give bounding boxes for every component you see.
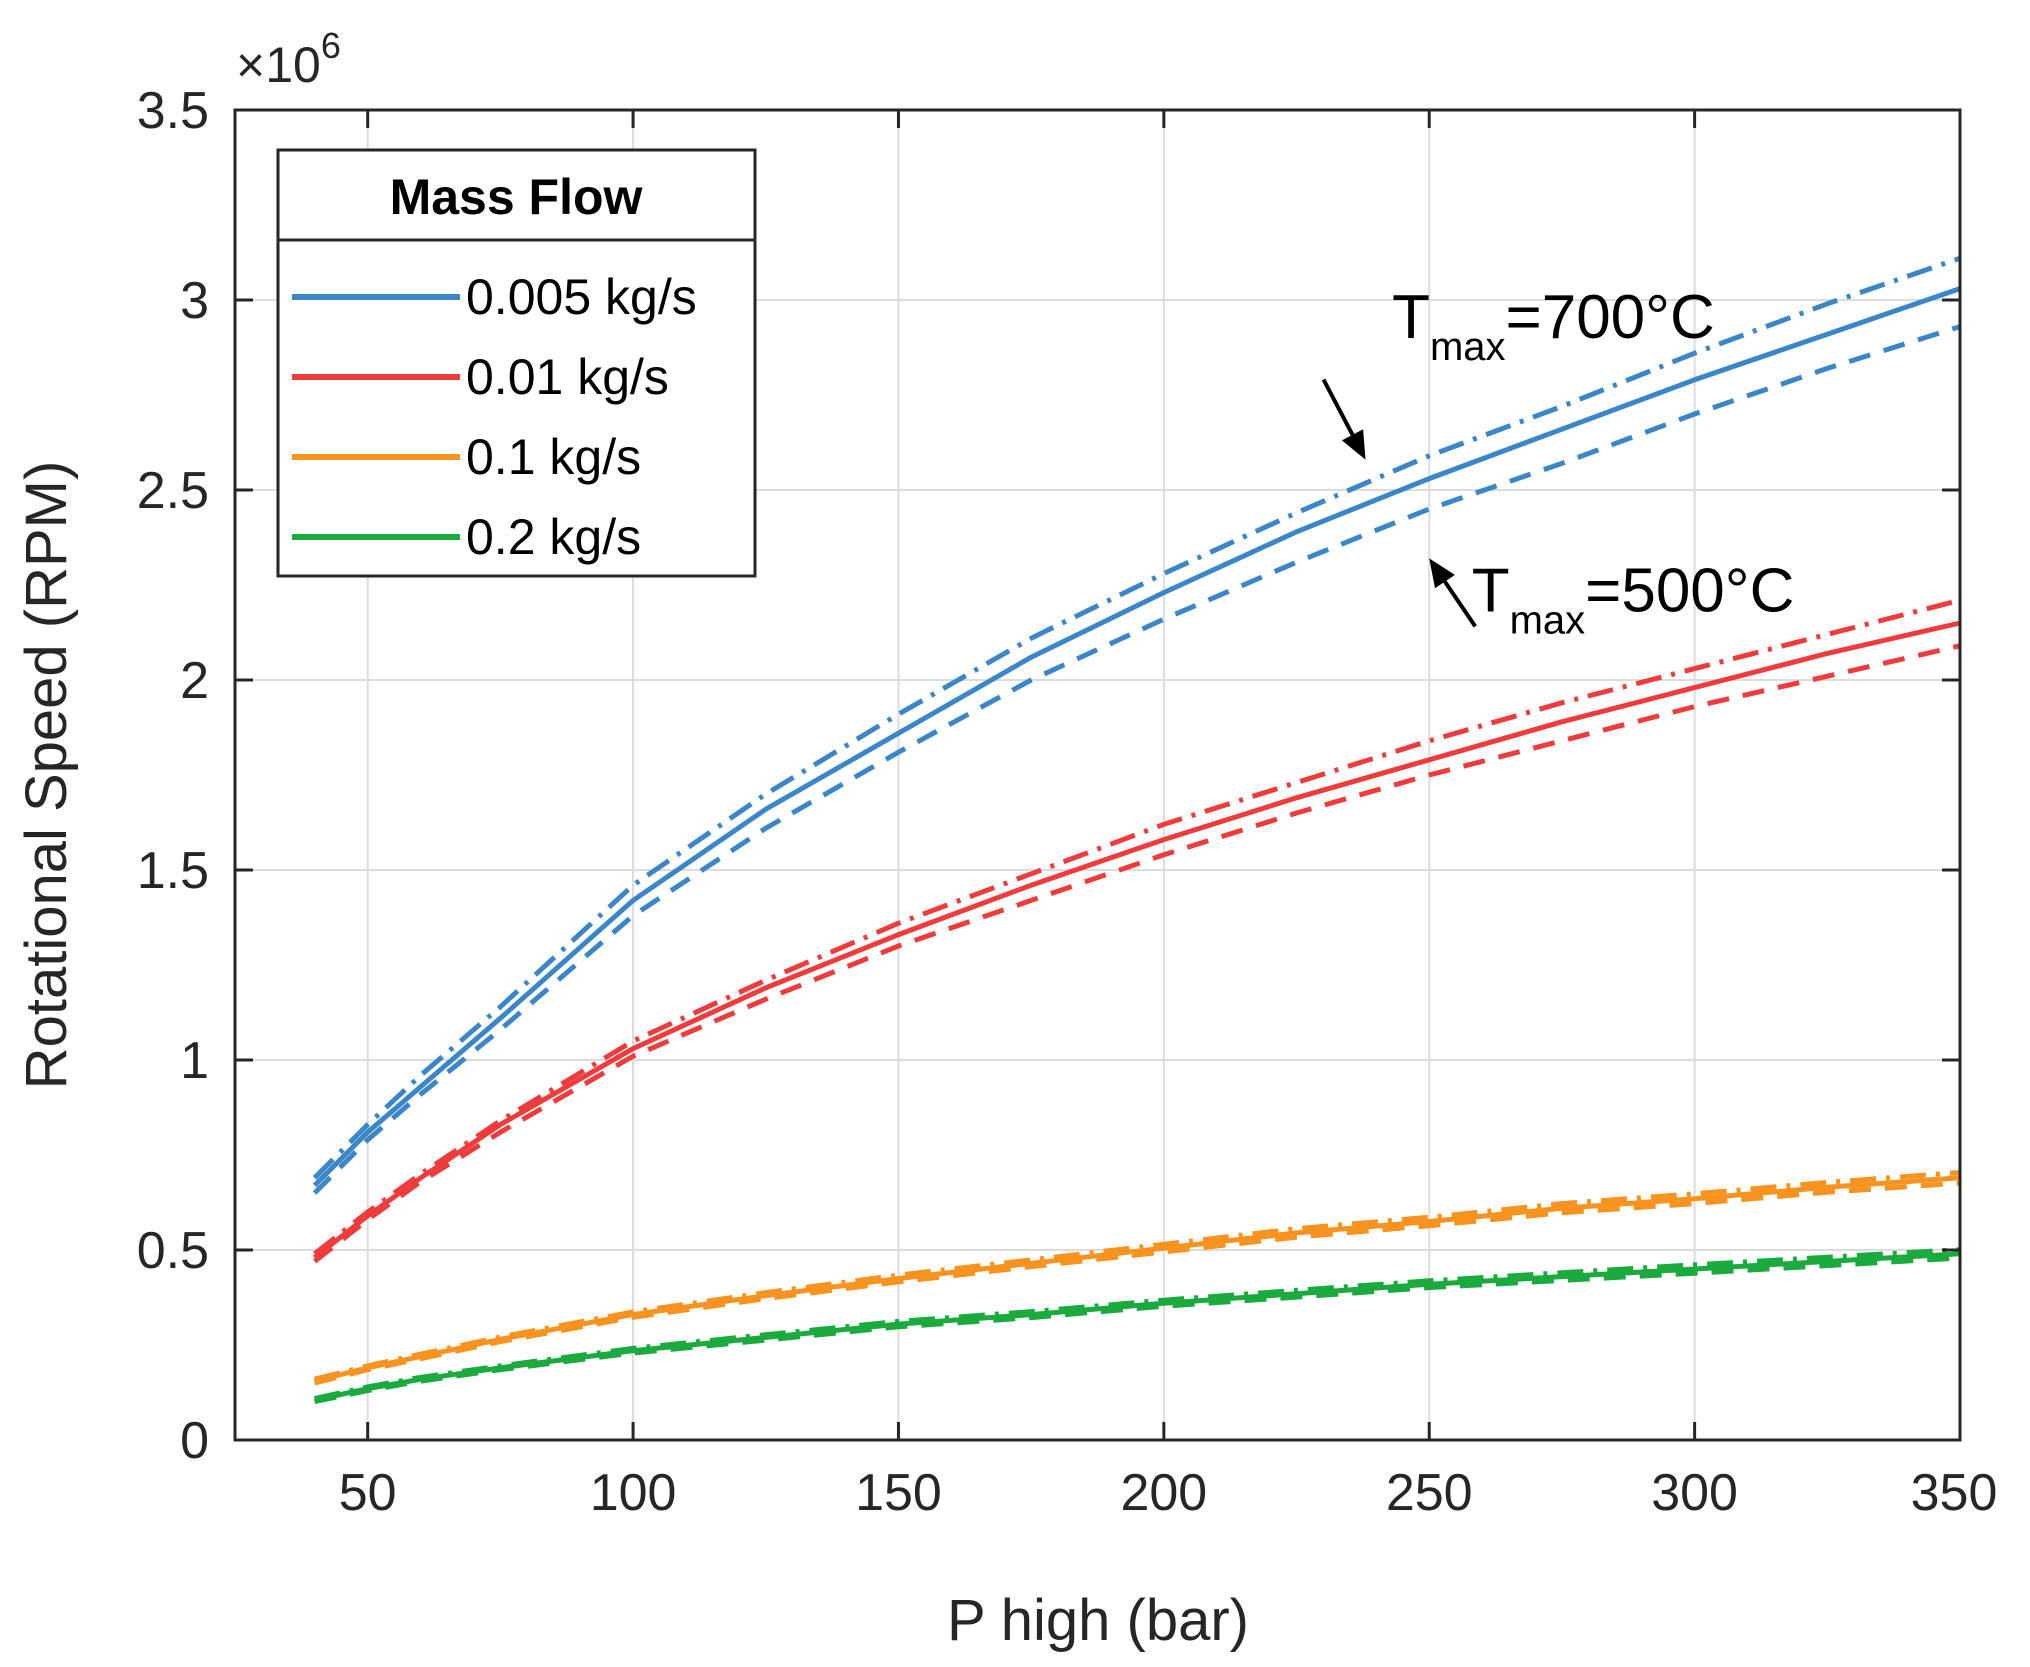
- series-line-01kgs-dashed: [313, 1180, 1961, 1386]
- series-line-001kgs-dashdot: [313, 597, 1961, 1256]
- annotations: Tmax=700°C Tmax=500°C: [1321, 283, 1795, 643]
- legend: Mass Flow 0.005 kg/s 0.01 kg/s 0.1 kg/s …: [276, 148, 757, 578]
- y-tick-label: 1.5: [137, 842, 209, 900]
- legend-label-02: 0.2 kg/s: [466, 509, 641, 565]
- y-multiplier: ×106: [236, 25, 341, 93]
- series-line-0005kgs-dashed: [312, 324, 1961, 1195]
- annotation-arrow-head: [1429, 558, 1455, 589]
- y-axis-label: Rotational Speed (RPM): [14, 461, 79, 1090]
- legend-label-001: 0.01 kg/s: [466, 349, 669, 405]
- legend-label-0005: 0.005 kg/s: [466, 269, 697, 325]
- y-tick-label: 1: [180, 1032, 209, 1090]
- y-tick-label: 0: [180, 1412, 209, 1470]
- legend-label-01: 0.1 kg/s: [466, 429, 641, 485]
- series-line-01kgs-dashdot: [313, 1170, 1961, 1382]
- x-tick-label: 100: [590, 1464, 677, 1522]
- y-tick-label: 2: [180, 652, 209, 710]
- y-tick-label: 3: [180, 272, 209, 330]
- y-tick-label: 0.5: [137, 1222, 209, 1280]
- legend-title: Mass Flow: [390, 169, 643, 225]
- x-axis-label: P high (bar): [947, 1588, 1249, 1653]
- legend-box: [276, 148, 757, 578]
- annotation-label: Tmax=500°C: [1472, 557, 1795, 643]
- y-tick-labels: 0 0.5 1 1.5 2 2.5 3 3.5: [137, 82, 209, 1470]
- annotation-arrow-shaft: [1321, 378, 1355, 436]
- series-line-02kgs-dashdot: [314, 1247, 1961, 1402]
- x-tick-label: 150: [855, 1464, 942, 1522]
- series-line-001kgs-dashed: [313, 643, 1961, 1264]
- x-tick-label: 250: [1386, 1464, 1473, 1522]
- series-line-02kgs-dashed: [314, 1255, 1961, 1405]
- x-tick-label: 350: [1911, 1464, 1998, 1522]
- y-tick-label: 2.5: [137, 462, 209, 520]
- x-tick-labels: 50 100 150 200 250 300 350: [339, 1464, 1998, 1522]
- series-line-01kgs-solid: [313, 1175, 1961, 1384]
- series-layer: [312, 255, 1961, 1405]
- annotation-arrow-head: [1341, 429, 1366, 460]
- series-line-0005kgs-dashdot: [312, 255, 1961, 1180]
- tick-marks: [235, 108, 1962, 1442]
- series-line-001kgs-solid: [313, 620, 1961, 1260]
- y-tick-label: 3.5: [137, 82, 209, 140]
- x-tick-label: 300: [1651, 1464, 1738, 1522]
- annotation-label: Tmax=700°C: [1392, 283, 1715, 369]
- plot-frame: [233, 108, 1962, 1442]
- x-tick-label: 200: [1120, 1464, 1207, 1522]
- series-line-02kgs-solid: [314, 1251, 1961, 1403]
- annotation-arrow-shaft: [1443, 580, 1477, 628]
- x-tick-label: 50: [339, 1464, 397, 1522]
- series-line-0005kgs-solid: [312, 286, 1961, 1188]
